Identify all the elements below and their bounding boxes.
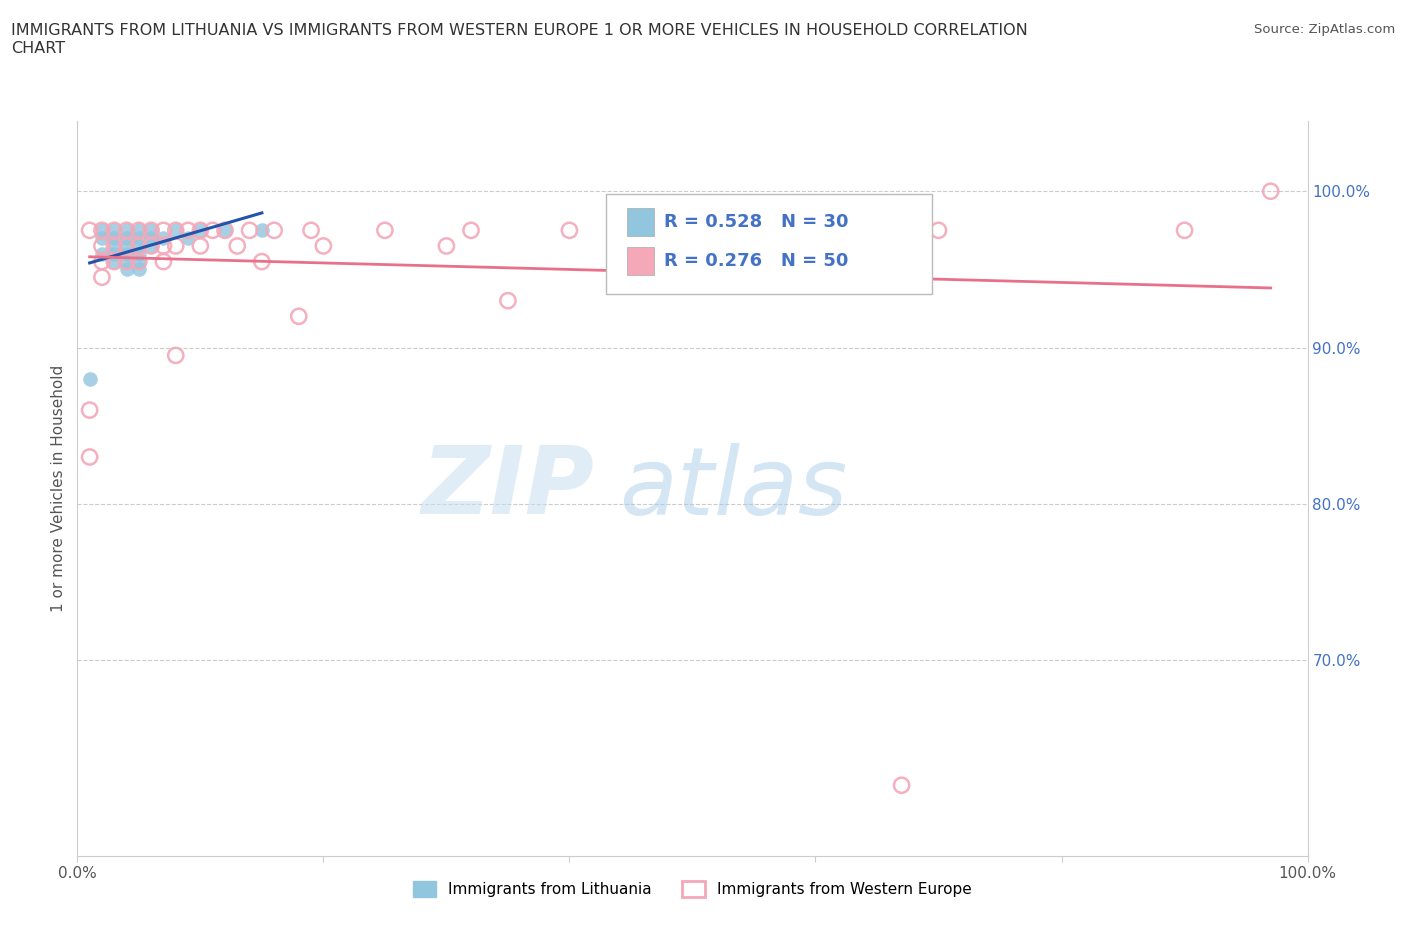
Point <box>152 254 174 269</box>
Point <box>558 223 581 238</box>
Point <box>804 238 827 253</box>
Text: R = 0.528   N = 30: R = 0.528 N = 30 <box>664 213 849 232</box>
Point <box>165 223 187 238</box>
Point <box>263 223 285 238</box>
Point <box>90 223 114 238</box>
Point <box>115 238 138 253</box>
Point <box>103 238 125 253</box>
Point <box>620 223 643 238</box>
Point <box>152 238 174 253</box>
Point <box>152 231 174 246</box>
Point <box>115 246 138 261</box>
Point <box>890 777 912 792</box>
Point <box>928 223 950 238</box>
Point <box>115 262 138 277</box>
Legend: Immigrants from Lithuania, Immigrants from Western Europe: Immigrants from Lithuania, Immigrants fr… <box>406 875 979 903</box>
Point <box>288 309 311 324</box>
Point <box>115 231 138 246</box>
FancyBboxPatch shape <box>606 194 932 294</box>
Point <box>239 223 262 238</box>
Point <box>141 231 163 246</box>
Point <box>115 223 138 238</box>
Text: atlas: atlas <box>619 443 846 534</box>
Point <box>90 223 114 238</box>
Point <box>177 231 200 246</box>
Point <box>79 403 101 418</box>
Point <box>1260 184 1282 199</box>
Point <box>152 223 174 238</box>
Point <box>103 223 125 238</box>
Point <box>128 238 150 253</box>
Point <box>742 223 765 238</box>
Point <box>201 223 224 238</box>
Point <box>103 254 125 269</box>
Point <box>90 270 114 285</box>
Point <box>103 231 125 246</box>
Y-axis label: 1 or more Vehicles in Household: 1 or more Vehicles in Household <box>51 365 66 612</box>
Text: R = 0.276   N = 50: R = 0.276 N = 50 <box>664 252 849 271</box>
Point <box>165 348 187 363</box>
Point <box>90 254 114 269</box>
Bar <box>627 247 654 275</box>
Point <box>1174 223 1197 238</box>
Point <box>103 246 125 261</box>
Point <box>496 293 519 308</box>
Point <box>79 371 101 386</box>
Point <box>79 449 101 464</box>
Bar <box>627 208 654 236</box>
Point <box>299 223 322 238</box>
Point <box>128 223 150 238</box>
Point <box>165 238 187 253</box>
Point <box>90 231 114 246</box>
Point <box>188 223 212 238</box>
Point <box>460 223 482 238</box>
Point <box>128 262 150 277</box>
Point <box>177 223 200 238</box>
Point <box>115 223 138 238</box>
Point <box>188 238 212 253</box>
Point <box>141 223 163 238</box>
Point <box>141 238 163 253</box>
Point <box>128 238 150 253</box>
Text: Source: ZipAtlas.com: Source: ZipAtlas.com <box>1254 23 1395 36</box>
Point <box>682 238 704 253</box>
Point <box>165 223 187 238</box>
Point <box>128 254 150 269</box>
Point <box>141 238 163 253</box>
Point <box>90 238 114 253</box>
Point <box>115 238 138 253</box>
Point <box>103 223 125 238</box>
Point <box>866 223 889 238</box>
Point <box>188 223 212 238</box>
Point <box>79 223 101 238</box>
Point <box>128 231 150 246</box>
Text: IMMIGRANTS FROM LITHUANIA VS IMMIGRANTS FROM WESTERN EUROPE 1 OR MORE VEHICLES I: IMMIGRANTS FROM LITHUANIA VS IMMIGRANTS … <box>11 23 1028 56</box>
Point <box>214 223 236 238</box>
Point <box>374 223 396 238</box>
Point <box>128 254 150 269</box>
Point <box>214 223 236 238</box>
Text: ZIP: ZIP <box>422 443 595 534</box>
Point <box>128 223 150 238</box>
Point <box>115 254 138 269</box>
Point <box>141 223 163 238</box>
Point <box>90 246 114 261</box>
Point <box>128 246 150 261</box>
Point <box>250 254 273 269</box>
Point <box>250 223 273 238</box>
Point <box>436 238 458 253</box>
Point <box>226 238 249 253</box>
Point <box>103 254 125 269</box>
Point <box>312 238 335 253</box>
Point <box>103 238 125 253</box>
Point <box>115 254 138 269</box>
